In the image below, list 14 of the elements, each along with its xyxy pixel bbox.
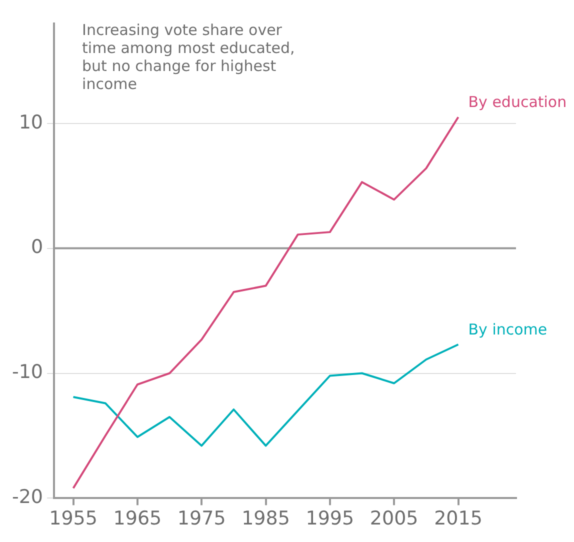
x-tick-label: 1955 (49, 508, 98, 530)
y-tick-label: -10 (12, 361, 44, 384)
x-tick-label: 2015 (434, 508, 482, 530)
y-tick-label: 10 (18, 111, 44, 134)
y-tick-label: 0 (30, 236, 44, 258)
x-tick-label: 1975 (177, 508, 226, 530)
x-tick-label: 1995 (306, 508, 354, 530)
x-tick-label: 1965 (113, 508, 162, 530)
y-tick-label: -20 (12, 486, 44, 508)
series-label: By income (468, 320, 548, 338)
annotation: Increasing vote share over time among most educated, but no change for highest income (82, 20, 295, 93)
series-label: By education (468, 93, 567, 111)
x-tick-label: 1985 (242, 508, 290, 530)
x-tick-label: 2005 (370, 508, 418, 530)
